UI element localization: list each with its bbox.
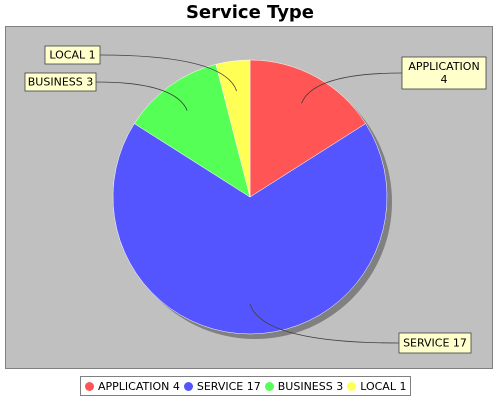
label-connector-local [99, 54, 237, 92]
pie-slice-business[interactable] [133, 63, 251, 198]
pie-slice-local[interactable] [215, 59, 251, 198]
slice-label-application: 4 [441, 73, 448, 86]
pie-slice-service[interactable] [112, 123, 388, 335]
legend: APPLICATION 4 SERVICE 17 BUSINESS 3 LOCA… [80, 376, 412, 396]
legend-label-business: BUSINESS 3 [277, 379, 344, 393]
legend-item-service: SERVICE 17 [183, 379, 261, 393]
legend-item-application: APPLICATION 4 [85, 380, 180, 393]
pie-slice-application[interactable] [249, 59, 367, 198]
label-box-business [24, 72, 97, 92]
label-connector-application [301, 72, 403, 104]
legend-swatch-service [183, 381, 193, 391]
legend-label-service: SERVICE 17 [196, 379, 261, 393]
legend-label-application: APPLICATION 4 [98, 379, 180, 393]
legend-swatch-local [347, 381, 357, 391]
slice-label-local: LOCAL 1 [49, 49, 95, 62]
legend-item-local: LOCAL 1 [347, 380, 406, 393]
legend-label-local: LOCAL 1 [360, 379, 407, 393]
slice-label-business: BUSINESS 3 [28, 76, 93, 89]
chart-title: Service Type [185, 2, 315, 23]
slice-label-service: SERVICE 17 [403, 337, 467, 350]
label-connector-business [95, 81, 188, 111]
legend-swatch-business [264, 381, 274, 391]
label-box-service [398, 332, 472, 354]
legend-item-business: BUSINESS 3 [264, 379, 344, 393]
label-connector-service [249, 303, 400, 344]
slice-label-application: APPLICATION [408, 60, 479, 73]
label-box-local [44, 45, 101, 65]
label-box-application [401, 56, 487, 90]
legend-swatch-application [85, 381, 94, 391]
